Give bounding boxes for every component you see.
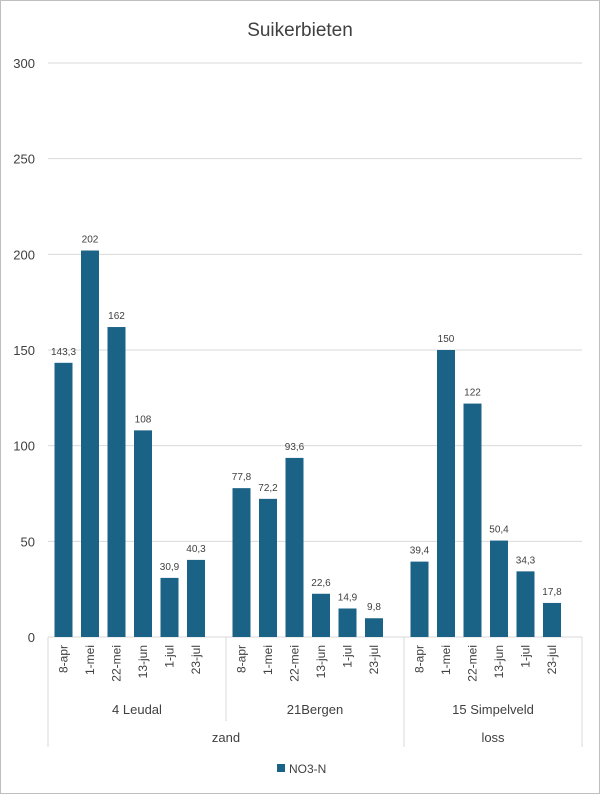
- bar: [490, 540, 508, 637]
- soil-label: loss: [481, 730, 505, 745]
- x-tick-label: 1-mei: [439, 645, 453, 675]
- x-tick-label: 8-apr: [413, 645, 427, 673]
- bar: [437, 350, 455, 637]
- x-tick-label: 23-jul: [189, 645, 203, 674]
- bar: [338, 608, 357, 637]
- x-tick-label: 1-jul: [163, 645, 177, 668]
- x-tick-label: 13-jun: [314, 645, 328, 678]
- bar: [312, 593, 330, 637]
- x-tick-label: 23-jul: [367, 645, 381, 674]
- data-label: 14,9: [338, 592, 358, 603]
- y-tick-label: 100: [13, 439, 35, 454]
- data-label: 93,6: [285, 442, 305, 453]
- data-label: 108: [135, 414, 152, 425]
- bar: [365, 618, 383, 637]
- bar: [463, 403, 482, 637]
- bar: [285, 457, 304, 637]
- data-label: 30,9: [160, 562, 180, 573]
- data-label: 122: [464, 388, 481, 399]
- data-label: 150: [438, 334, 455, 345]
- x-tick-label: 1-jul: [341, 645, 355, 668]
- location-label: 21Bergen: [287, 702, 343, 717]
- data-labels: 143,3 202 162 108 30,9 40,3 77,8 72,2 93,6 22,6 14…: [51, 235, 562, 614]
- data-label: 77,8: [232, 472, 252, 483]
- x-tick-label: 1-jul: [519, 645, 533, 668]
- x-tick-label: 13-jun: [136, 645, 150, 678]
- x-tick-label: 23-jul: [545, 645, 559, 674]
- data-label: 39,4: [410, 546, 430, 557]
- data-label: 202: [82, 235, 99, 246]
- data-label: 162: [108, 311, 125, 322]
- y-tick-label: 50: [21, 534, 35, 549]
- legend-swatch: [277, 764, 285, 772]
- y-tick-label: 200: [13, 247, 35, 262]
- data-label: 40,3: [186, 544, 206, 555]
- y-tick-label: 150: [13, 343, 35, 358]
- x-tick-label: 22-mei: [466, 645, 480, 682]
- bar: [232, 488, 251, 637]
- data-label: 72,2: [258, 483, 278, 494]
- legend: NO3-N: [277, 762, 326, 776]
- y-axis-ticks: 0 50 100 150 200 250 300: [13, 56, 35, 645]
- chart-title: Suikerbieten: [247, 20, 353, 41]
- data-label: 34,3: [516, 555, 536, 566]
- data-label: 50,4: [489, 525, 509, 536]
- y-tick-label: 0: [28, 630, 35, 645]
- data-label: 143,3: [51, 347, 76, 358]
- y-tick-label: 250: [13, 152, 35, 167]
- bar: [259, 498, 277, 637]
- y-tick-label: 300: [13, 56, 35, 71]
- x-tick-label: 8-apr: [57, 645, 71, 673]
- location-label: 4 Leudal: [112, 702, 162, 717]
- bar: [187, 559, 205, 637]
- bar: [516, 571, 535, 637]
- bar: [134, 430, 152, 637]
- bar: [410, 561, 429, 637]
- data-label: 22,6: [311, 578, 331, 589]
- data-label: 9,8: [367, 602, 381, 613]
- bars: [54, 250, 561, 638]
- data-label: 17,8: [542, 587, 562, 598]
- bar: [54, 362, 73, 637]
- bar: [107, 327, 126, 637]
- bar: [543, 602, 561, 637]
- x-tick-label: 22-mei: [110, 645, 124, 682]
- bar: [81, 250, 99, 638]
- legend-label: NO3-N: [289, 762, 326, 776]
- soil-label: zand: [212, 730, 240, 745]
- location-label: 15 Simpelveld: [452, 702, 534, 717]
- x-tick-label: 1-mei: [261, 645, 275, 675]
- x-axis: 8-apr 1-mei 22-mei 13-jun 1-jul 23-jul 4 Leuda…: [47, 637, 583, 747]
- x-tick-label: 8-apr: [235, 645, 249, 673]
- x-tick-label: 1-mei: [83, 645, 97, 675]
- bar: [160, 577, 179, 637]
- x-tick-label: 22-mei: [288, 645, 302, 682]
- x-tick-label: 13-jun: [492, 645, 506, 678]
